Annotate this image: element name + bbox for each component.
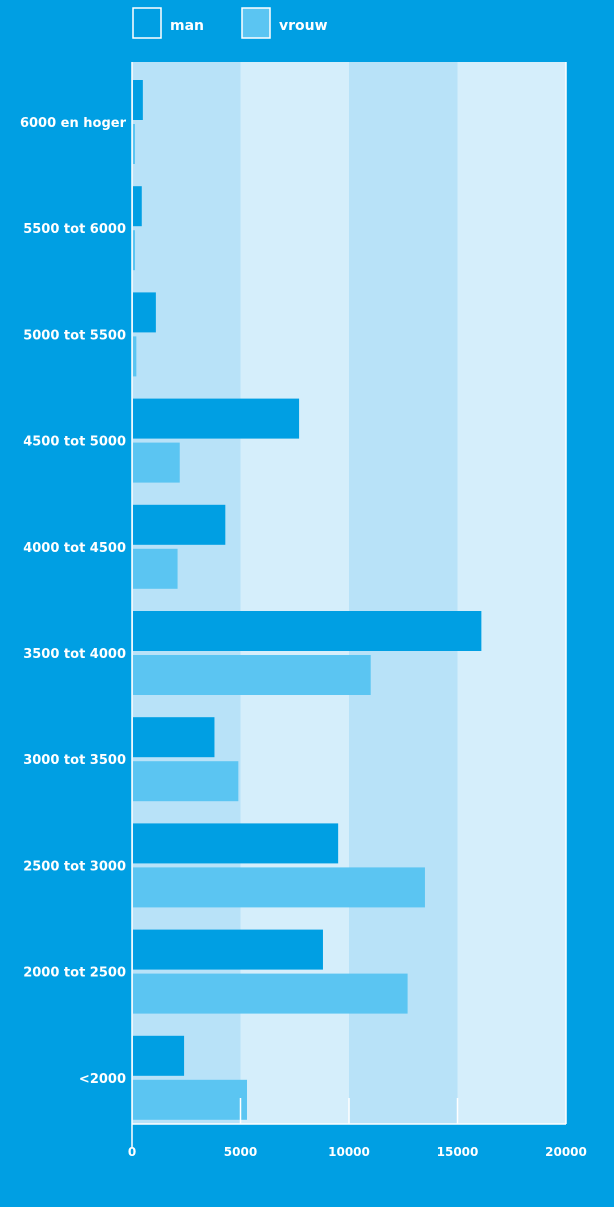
- bar-vrouw: [133, 548, 178, 589]
- category-labels: 6000 en hoger 5500 tot 6000 5000 tot 5500 4…: [20, 116, 127, 1087]
- bar-man: [133, 929, 323, 970]
- category-label: 2000 tot 2500: [23, 966, 126, 981]
- bar-vrouw: [133, 1079, 248, 1120]
- bars: [133, 80, 482, 1120]
- grid-band: [457, 62, 566, 1124]
- x-tick-labels: 0 5000 10000 15000 20000: [128, 1145, 587, 1159]
- category-label: 4500 tot 5000: [23, 435, 126, 450]
- legend-swatch-man: [132, 7, 162, 39]
- x-tick-label: 10000: [328, 1145, 370, 1159]
- legend: man vrouw: [132, 7, 328, 39]
- bar-man: [133, 292, 156, 333]
- grid-bands: [132, 62, 566, 1124]
- bar-vrouw: [133, 442, 180, 483]
- bar-vrouw: [133, 867, 425, 908]
- bar-vrouw: [133, 973, 408, 1014]
- bar-man: [133, 1035, 185, 1076]
- category-label: 5500 tot 6000: [23, 222, 126, 237]
- bar-man: [133, 504, 226, 545]
- bar-vrouw: [133, 336, 137, 377]
- category-label: 2500 tot 3000: [23, 859, 126, 874]
- category-label: 6000 en hoger: [20, 116, 127, 131]
- x-tick-label: 0: [128, 1145, 136, 1159]
- legend-label-vrouw: vrouw: [279, 18, 328, 34]
- category-label: 5000 tot 5500: [23, 328, 126, 343]
- category-label: 3500 tot 4000: [23, 647, 126, 662]
- category-label: 4000 tot 4500: [23, 541, 126, 556]
- bar-man: [133, 611, 482, 651]
- category-label: <2000: [79, 1072, 126, 1087]
- legend-label-man: man: [170, 18, 204, 34]
- bar-man: [133, 717, 215, 758]
- grid-band: [349, 62, 458, 1124]
- axes: [131, 62, 567, 1148]
- x-tick-label: 20000: [545, 1145, 587, 1159]
- bar-man: [133, 823, 339, 864]
- bar-man: [133, 80, 143, 120]
- category-label: 3000 tot 3500: [23, 753, 126, 768]
- bar-vrouw: [133, 761, 239, 802]
- bar-vrouw: [133, 124, 135, 164]
- bar-vrouw: [133, 655, 371, 695]
- legend-swatch-vrouw: [241, 7, 271, 39]
- bar-man: [133, 186, 142, 227]
- bar-man: [133, 398, 300, 439]
- x-tick-label: 5000: [224, 1145, 257, 1159]
- x-tick-label: 15000: [437, 1145, 479, 1159]
- bar-vrouw: [133, 230, 135, 271]
